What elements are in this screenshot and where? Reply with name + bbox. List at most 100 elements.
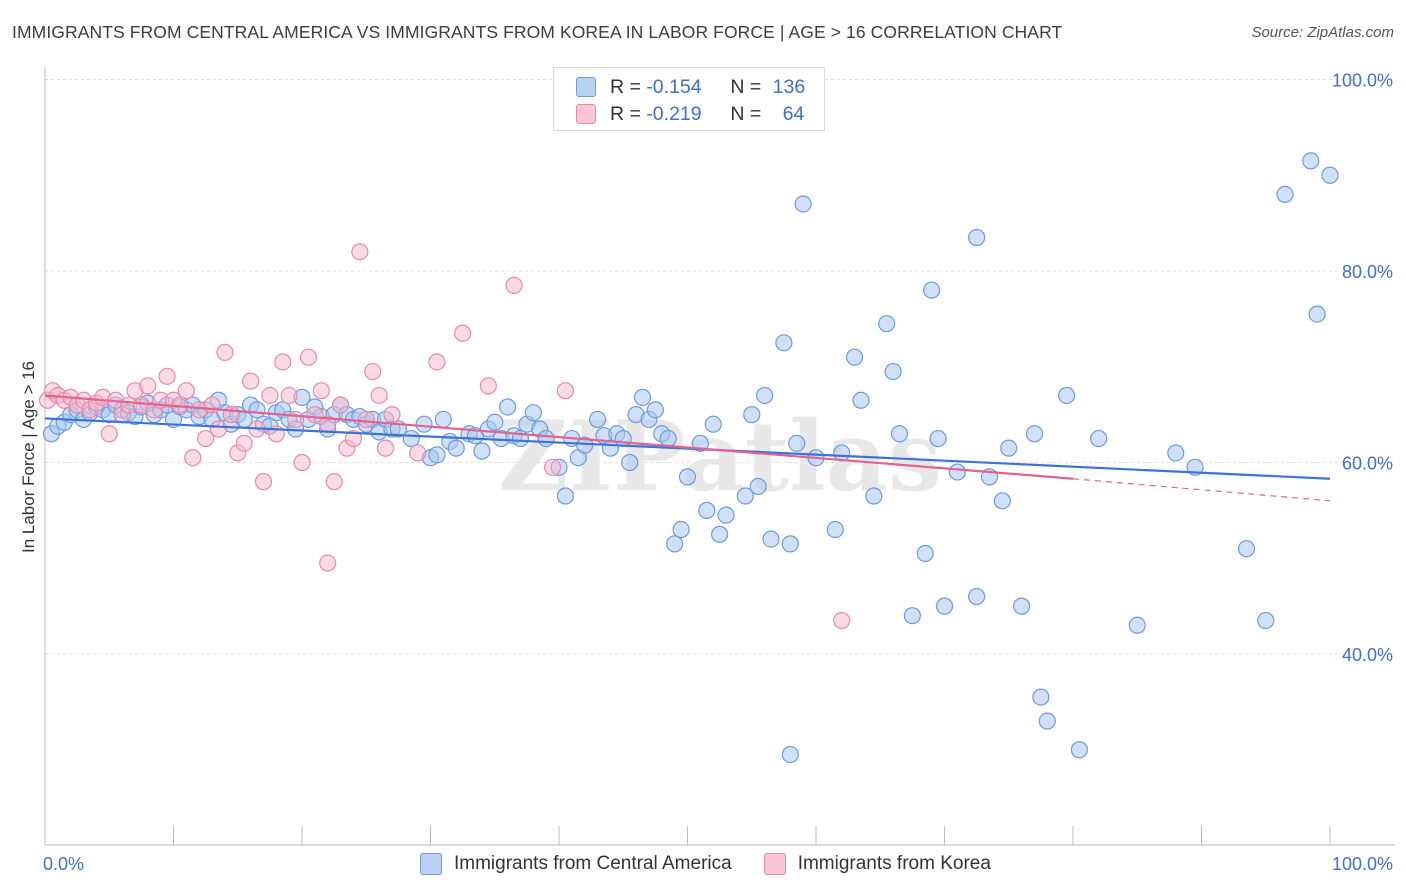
data-point-central-america <box>1025 425 1044 443</box>
data-point-korea <box>209 420 228 438</box>
y-tick-label: 100.0% <box>1332 71 1393 91</box>
data-point-korea <box>299 348 318 366</box>
legend-swatch-blue <box>576 77 596 97</box>
data-point-central-america <box>1070 741 1089 759</box>
data-point-central-america <box>537 429 555 448</box>
series-legend: Immigrants from Central America Immigran… <box>420 852 1023 876</box>
data-point-central-america <box>659 429 677 448</box>
data-point-central-america <box>794 195 812 213</box>
data-point-central-america <box>1237 540 1256 558</box>
data-point-central-america <box>447 439 465 457</box>
x-tick-label: 100.0% <box>1332 854 1393 874</box>
data-point-central-america <box>486 413 504 431</box>
data-point-central-america <box>916 544 934 563</box>
data-point-central-america <box>826 520 844 539</box>
data-point-central-america <box>1167 444 1185 462</box>
data-point-central-america <box>415 415 433 433</box>
legend-label: Immigrants from Korea <box>797 853 991 874</box>
data-point-central-america <box>672 520 690 539</box>
data-point-korea <box>274 353 292 371</box>
data-point-korea <box>505 276 523 294</box>
data-point-central-america <box>884 362 902 381</box>
data-point-central-america <box>248 401 266 419</box>
data-point-central-america <box>698 501 716 519</box>
data-point-central-america <box>1276 185 1294 203</box>
y-tick-label: 60.0% <box>1342 454 1393 474</box>
data-point-korea <box>139 377 157 395</box>
data-point-central-america <box>614 429 632 448</box>
data-point-korea <box>479 377 497 395</box>
data-point-central-america <box>781 535 799 553</box>
legend-swatch-pink <box>763 853 786 875</box>
legend-swatch-blue <box>420 853 442 875</box>
data-point-central-america <box>1257 611 1275 630</box>
data-point-central-america <box>968 228 986 247</box>
data-point-central-america <box>1308 305 1326 323</box>
data-point-korea <box>286 410 305 429</box>
data-point-central-america <box>1302 152 1320 170</box>
data-point-korea <box>242 372 260 390</box>
data-point-central-america <box>775 334 793 352</box>
legend-n-value: 64 <box>782 102 805 125</box>
data-point-korea <box>351 243 369 261</box>
data-point-central-america <box>666 535 684 553</box>
trend-lines <box>44 394 1331 502</box>
data-point-central-america <box>1000 439 1018 457</box>
data-point-central-america <box>890 425 909 443</box>
data-point-korea <box>216 343 234 361</box>
x-tick-label: 0.0% <box>43 854 84 874</box>
data-point-central-america <box>923 281 941 299</box>
data-point-central-america <box>878 315 896 333</box>
legend-r-value: -0.154 <box>646 75 702 98</box>
data-point-central-america <box>704 415 722 433</box>
data-point-central-america <box>948 463 966 481</box>
legend-r-label: R = <box>610 102 647 125</box>
legend-n-value: 136 <box>772 75 806 98</box>
legend-n-label: N = <box>730 75 767 98</box>
legend-n-label: N = <box>730 102 767 125</box>
data-point-central-america <box>845 348 864 366</box>
data-point-central-america <box>1038 712 1056 730</box>
data-point-central-america <box>993 492 1011 510</box>
data-point-korea <box>383 406 401 424</box>
data-point-korea <box>261 386 279 405</box>
data-point-central-america <box>935 597 954 615</box>
data-point-central-america <box>499 398 517 416</box>
data-point-korea <box>376 439 395 457</box>
data-point-central-america <box>717 506 735 524</box>
data-point-central-america <box>903 607 921 625</box>
data-point-central-america <box>865 487 883 505</box>
data-point-korea <box>319 554 337 572</box>
data-point-central-america <box>428 446 446 464</box>
data-point-central-america <box>1128 616 1146 634</box>
legend-label: Immigrants from Central America <box>454 853 732 874</box>
data-point-korea <box>197 429 215 448</box>
data-point-central-america <box>736 487 754 505</box>
data-point-korea <box>364 362 382 381</box>
grid-lines <box>45 79 1395 655</box>
legend-r-label: R = <box>610 75 647 98</box>
data-point-central-america <box>646 401 664 419</box>
data-point-central-america <box>1321 166 1339 184</box>
source-label: Source: ZipAtlas.com <box>1251 24 1394 41</box>
data-point-korea <box>254 473 273 491</box>
data-point-korea <box>158 367 176 385</box>
data-point-central-america <box>1032 688 1050 706</box>
legend-item-central-america: Immigrants from Central America <box>420 853 732 875</box>
data-point-korea <box>543 458 562 476</box>
legend-row-central-america: R = -0.154 N = 136 <box>576 75 805 99</box>
data-point-central-america <box>678 468 697 486</box>
data-point-central-america <box>762 530 780 548</box>
data-point-korea <box>833 611 851 630</box>
data-point-central-america <box>749 477 767 496</box>
axes <box>44 67 1395 846</box>
data-point-central-america <box>524 404 542 422</box>
x-tick-labels: 0.0% 100.0% <box>43 854 1393 874</box>
y-tick-label: 80.0% <box>1342 262 1393 282</box>
data-point-central-america <box>788 434 806 452</box>
legend-swatch-pink <box>576 104 596 124</box>
data-point-korea <box>325 473 343 491</box>
data-point-korea <box>428 353 446 371</box>
data-point-central-america <box>781 745 799 764</box>
